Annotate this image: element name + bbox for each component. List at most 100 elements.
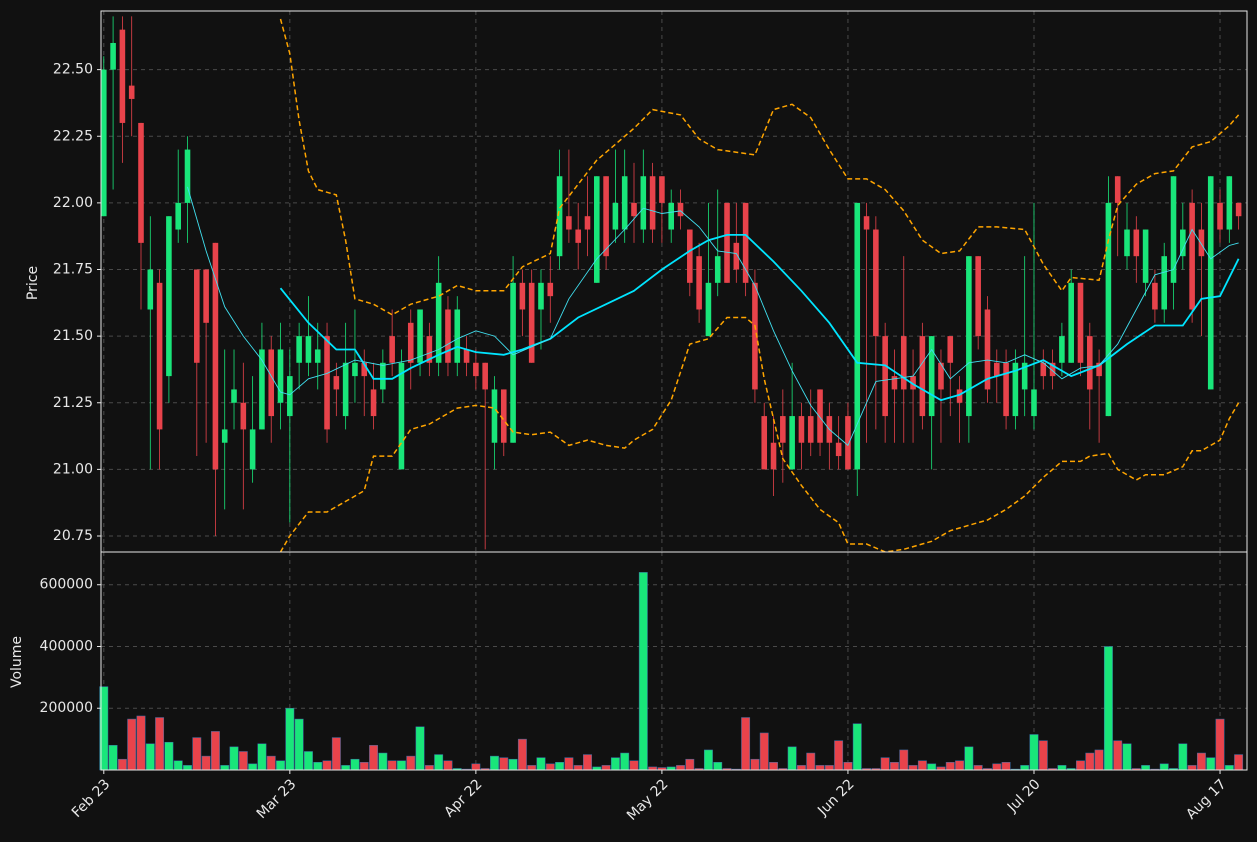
y-axis-label: Volume <box>9 636 25 688</box>
candle-body <box>956 389 963 403</box>
candle-body <box>1012 362 1019 417</box>
volume-bar <box>527 765 537 771</box>
volume-bar <box>834 740 844 771</box>
volume-bar <box>741 717 751 771</box>
volume-bar <box>1094 749 1104 771</box>
volume-bar <box>1178 743 1188 771</box>
y-tick-label: 21.00 <box>53 461 93 477</box>
volume-bar <box>1001 762 1011 771</box>
candle-body <box>696 256 702 310</box>
candle-body <box>333 376 340 390</box>
candle-body <box>231 389 237 403</box>
volume-bar <box>927 763 937 771</box>
candle-body <box>101 69 107 217</box>
candle-body <box>1068 282 1074 363</box>
candle-body <box>1142 229 1149 283</box>
volume-bar <box>750 758 760 771</box>
candle-body <box>1040 362 1047 377</box>
price-grid <box>101 11 1247 552</box>
candle-body <box>668 202 674 230</box>
volume-bar <box>555 762 565 771</box>
candle-body <box>528 282 535 363</box>
volume-bar <box>806 752 816 771</box>
candle-body <box>175 202 181 230</box>
candle-body <box>482 362 488 390</box>
volume-bar <box>964 746 974 771</box>
volume-bar <box>127 718 137 771</box>
candle-body <box>352 362 358 377</box>
candle-body <box>426 336 433 363</box>
y-tick-label: 21.50 <box>53 328 93 344</box>
candle-body <box>1021 362 1028 390</box>
candle-body <box>659 176 665 203</box>
candle-body <box>203 269 209 323</box>
candle-body <box>194 269 200 363</box>
candle-body <box>314 349 321 363</box>
volume-bar <box>564 757 574 771</box>
volume-bar <box>629 760 639 771</box>
candle-body <box>324 336 330 430</box>
candle-body <box>268 349 275 417</box>
candle-body <box>603 176 609 257</box>
volume-bar <box>294 718 304 771</box>
volume-bar <box>1196 752 1206 771</box>
volume-bar <box>685 758 695 771</box>
candle-body <box>835 442 842 457</box>
candle-body <box>491 389 498 443</box>
volume-grid <box>101 552 1247 770</box>
y-tick-label: 22.00 <box>53 195 93 211</box>
volume-bar <box>620 752 630 771</box>
volume-bar <box>155 717 165 771</box>
candle-body <box>575 229 581 243</box>
candle-body <box>389 336 395 363</box>
indicator-line <box>279 18 1240 316</box>
candle-body <box>147 269 154 310</box>
candle-body <box>584 216 591 230</box>
volume-bar <box>1215 718 1225 771</box>
volume-bar <box>285 707 295 771</box>
y-tick-label: 21.25 <box>53 395 93 411</box>
candle-body <box>128 85 135 99</box>
candle-body <box>445 309 451 363</box>
volume-bar <box>415 726 425 771</box>
candle-body <box>556 176 563 257</box>
volume-bar <box>1076 760 1085 771</box>
candle-body <box>1114 176 1121 203</box>
candle-body <box>287 376 293 417</box>
volume-bar <box>229 746 239 771</box>
y-tick-label: 22.25 <box>53 128 93 144</box>
candle-body <box>780 416 786 443</box>
volume-bar <box>759 732 769 771</box>
candle-body <box>863 216 870 230</box>
candle-body <box>240 402 247 430</box>
volume-bar <box>210 731 220 771</box>
volume-bar <box>955 760 965 771</box>
candle-body <box>1003 362 1009 417</box>
volume-bar <box>369 745 378 771</box>
candle-body <box>500 389 507 443</box>
candle-body <box>724 202 730 283</box>
candle-body <box>993 362 1000 377</box>
volume-marks <box>99 572 1244 771</box>
volume-bar <box>303 751 313 771</box>
volume-bar <box>499 757 509 771</box>
candle-body <box>817 389 823 443</box>
volume-bar <box>1057 765 1067 771</box>
candle-body <box>900 336 907 390</box>
volume-bar <box>852 723 862 771</box>
candle-body <box>928 336 935 417</box>
volume-bar <box>117 758 127 771</box>
candle-body <box>259 349 265 430</box>
volume-bar <box>434 754 444 771</box>
volume-bar <box>536 757 546 771</box>
volume-bar <box>331 737 341 771</box>
candle-body <box>714 256 721 283</box>
volume-bar <box>1234 754 1244 771</box>
volume-bar <box>136 715 146 771</box>
volume-bar <box>424 765 434 771</box>
volume-bar <box>322 760 332 771</box>
candle-body <box>1170 176 1177 283</box>
candle-body <box>1105 202 1112 417</box>
candle-body <box>807 416 814 443</box>
volume-bar <box>387 760 397 771</box>
